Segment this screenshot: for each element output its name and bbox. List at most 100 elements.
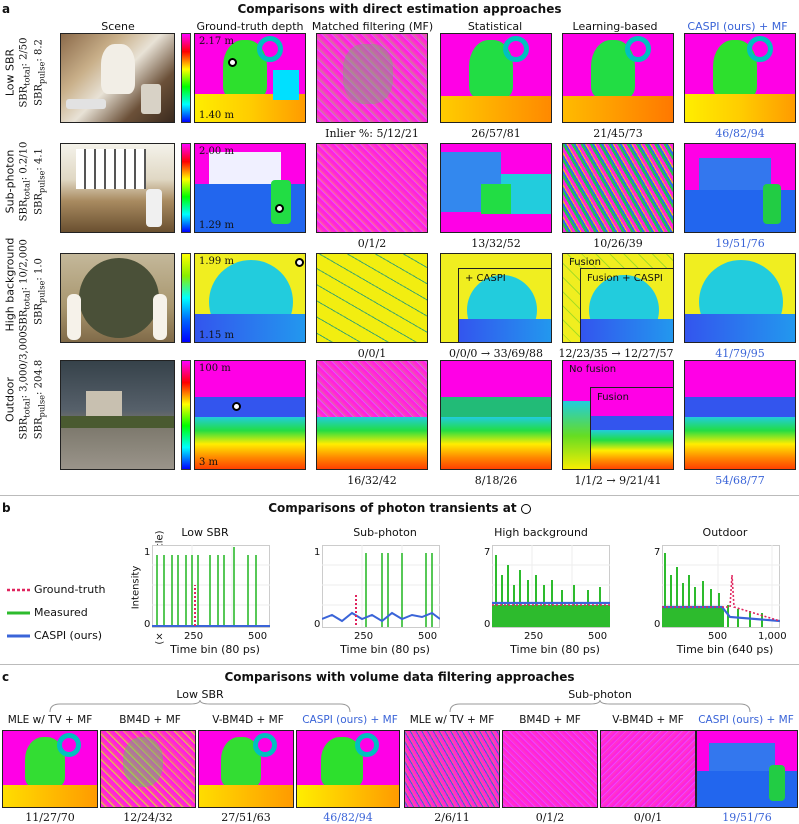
- row3-learning-caspi: Fusion + CASPI: [580, 268, 674, 343]
- panel-c-letter: c: [2, 670, 10, 684]
- row1-mf-caption: Inlier %: 5/12/21: [325, 127, 419, 140]
- group-braces: [49, 700, 751, 713]
- plot4-xtick-2: 1,000: [758, 631, 787, 642]
- c-cap-2: 12/24/32: [123, 811, 173, 824]
- plot2-chart: [322, 545, 440, 628]
- row3-caspi: [684, 253, 796, 343]
- c-img-3: [198, 730, 294, 808]
- legend-ground-truth: Ground-truth: [34, 583, 106, 596]
- plot4-ytick-bottom: 0: [654, 619, 661, 630]
- c-img-4: [296, 730, 400, 808]
- panel-a-title: Comparisons with direct estimation appro…: [237, 2, 562, 16]
- row1-statistical: [440, 33, 552, 123]
- legend-measured: Measured: [34, 606, 88, 619]
- group-sub-photon: Sub-photon: [568, 688, 632, 701]
- c-img-2: [100, 730, 196, 808]
- row1-mf: [316, 33, 428, 123]
- c-col-5: MLE w/ TV + MF: [409, 714, 495, 726]
- panel-b-letter: b: [2, 501, 11, 515]
- row3-sample-point: [295, 258, 304, 267]
- plot3-ytick-top: 7: [484, 547, 491, 558]
- row4-label: Outdoor: [3, 377, 17, 422]
- c-img-6: [502, 730, 598, 808]
- row4-sbr-total: SBRtotal: 3,000/3,000: [18, 331, 32, 440]
- row3-sbr-total: SBRtotal: 10/2,000: [18, 239, 32, 332]
- row2-learning: [562, 143, 674, 233]
- plot3-xtick-1: 250: [524, 631, 544, 642]
- row2-sbr-pulse: SBRpulse: 4.1: [33, 148, 47, 215]
- row3-gt-depth: 1.99 m 1.15 m: [194, 253, 306, 343]
- plot4-ytick-top: 7: [654, 547, 661, 558]
- c-col-3: V-BM4D + MF: [212, 714, 284, 726]
- row1-learning: [562, 33, 674, 123]
- row1-sample-point: [228, 58, 237, 67]
- col-mf: Matched filtering (MF): [311, 20, 434, 33]
- row3-statistical-caption: 0/0/0 → 33/69/88: [448, 347, 544, 360]
- col-scene: Scene: [101, 20, 135, 33]
- plot1-xlabel: Time bin (80 ps): [170, 643, 260, 656]
- row1-learning-caption: 21/45/73: [593, 127, 643, 140]
- c-cap-3: 27/51/63: [221, 811, 271, 824]
- c-cap-5: 2/6/11: [434, 811, 470, 824]
- plot2-xtick-2: 500: [418, 631, 438, 642]
- row3-colorbar: [181, 253, 191, 343]
- panel-a-letter: a: [2, 2, 11, 16]
- plot3-xlabel: Time bin (80 ps): [510, 643, 600, 656]
- c-col-2: BM4D + MF: [119, 714, 181, 726]
- panel-b-title: Comparisons of photon transients at: [0, 501, 799, 515]
- row3-learning-overlay-front: Fusion + CASPI: [587, 273, 663, 284]
- row4-learning-overlay-front: Fusion: [597, 392, 629, 403]
- row4-learning-caption: 1/1/2 → 9/21/41: [574, 474, 662, 487]
- c-cap-1: 11/27/70: [25, 811, 75, 824]
- row1-label: Low SBR: [3, 48, 17, 97]
- row2-learning-caption: 10/26/39: [593, 237, 643, 250]
- c-cap-7: 0/0/1: [633, 811, 663, 824]
- row2-label: Sub-photon: [3, 149, 17, 214]
- plot2-title: Sub-photon: [353, 526, 417, 539]
- row2-sbr-total: SBRtotal: 0.2/10: [18, 141, 32, 222]
- row4-caspi-caption: 54/68/77: [715, 474, 765, 487]
- c-img-1: [2, 730, 98, 808]
- row4-colorbar: [181, 360, 191, 470]
- row1-statistical-caption: 26/57/81: [471, 127, 521, 140]
- plot4-title: Outdoor: [702, 526, 748, 539]
- sample-point-icon: [520, 503, 531, 514]
- row3-statistical-caspi: + CASPI: [458, 268, 552, 343]
- row3-learning-overlay-back: Fusion: [569, 257, 601, 268]
- row2-colorbar: [181, 143, 191, 233]
- c-cap-4: 46/82/94: [323, 811, 373, 824]
- plot1-xtick-1: 250: [184, 631, 204, 642]
- c-col-1: MLE w/ TV + MF: [7, 714, 93, 726]
- row2-sample-point: [275, 204, 284, 213]
- row3-statistical-overlay-label: + CASPI: [465, 273, 506, 284]
- panel-c-title: Comparisons with volume data filtering a…: [224, 670, 575, 684]
- row2-caspi-caption: 19/51/76: [715, 237, 765, 250]
- col-statistical: Statistical: [467, 20, 523, 33]
- plot1-title: Low SBR: [181, 526, 229, 539]
- plot1-chart: [152, 545, 270, 628]
- row2-gt-depth: 2.00 m 1.29 m: [194, 143, 306, 233]
- c-col-4: CASPI (ours) + MF: [302, 714, 398, 726]
- panel-b-legend-lines: [7, 588, 30, 638]
- row3-sbr-pulse: SBRpulse: 1.0: [33, 258, 47, 325]
- divider-b-c: [0, 664, 799, 665]
- col-learning: Learning-based: [572, 20, 658, 33]
- row4-gt-depth: 100 m 3 m: [194, 360, 306, 470]
- plot3-title: High background: [494, 526, 588, 539]
- row4-scene-image: [60, 360, 175, 470]
- row4-statistical: [440, 360, 552, 470]
- row1-colorbar: [181, 33, 191, 123]
- plot3-ytick-bottom: 0: [484, 619, 491, 630]
- row3-label: High background: [3, 237, 17, 332]
- row4-mf-caption: 16/32/42: [347, 474, 397, 487]
- row1-scene-image: [60, 33, 175, 123]
- plot4-xlabel: Time bin (640 ps): [676, 643, 774, 656]
- plot3-chart: [492, 545, 610, 628]
- row1-caspi: [684, 33, 796, 123]
- row2-scene-image: [60, 143, 175, 233]
- c-col-7: V-BM4D + MF: [612, 714, 684, 726]
- row1-gt-depth: 2.17 m 1.40 m: [194, 33, 306, 123]
- divider-a-b: [0, 495, 799, 496]
- c-cap-6: 0/1/2: [535, 811, 565, 824]
- legend-caspi: CASPI (ours): [34, 629, 103, 642]
